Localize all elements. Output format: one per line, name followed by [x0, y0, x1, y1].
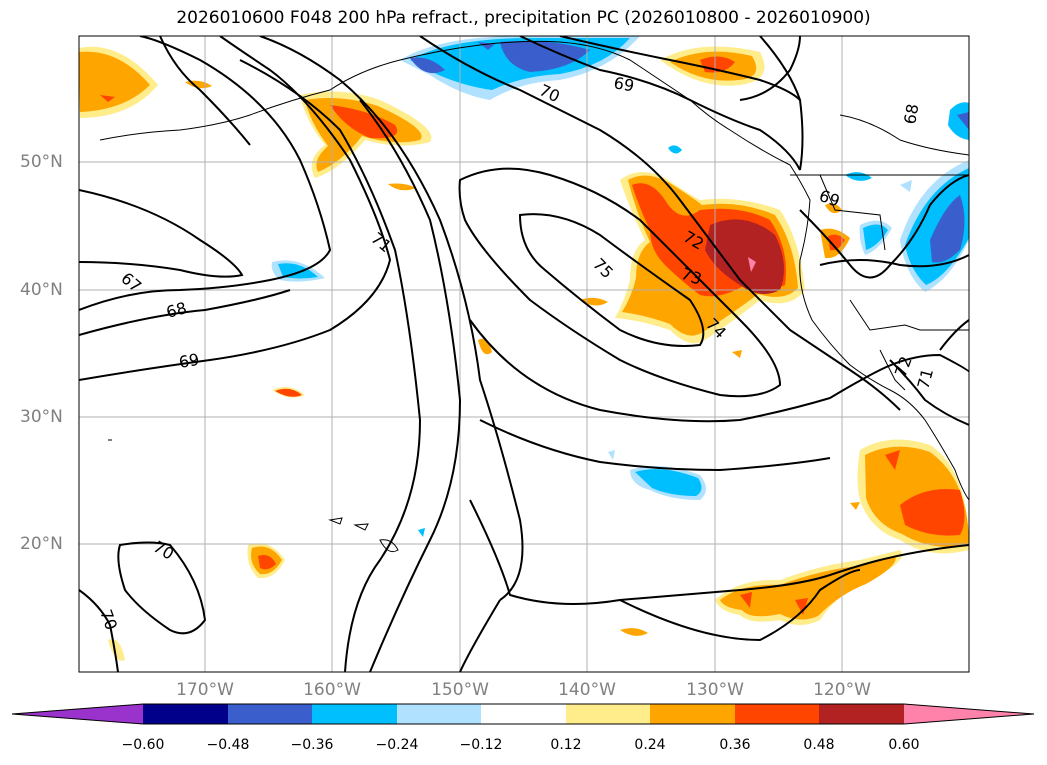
contour-label: 69 — [177, 350, 200, 372]
colorbar-tick-label: 0.36 — [719, 737, 751, 753]
colorbar-tick-label: −0.24 — [375, 737, 419, 753]
graticule — [79, 36, 969, 672]
colorbar-tick-label: −0.60 — [121, 737, 165, 753]
lon-tick-label: 170°W — [176, 680, 234, 700]
colorbar-tick-label: −0.36 — [290, 737, 334, 753]
map-frame — [78, 35, 970, 673]
contour-label: 71 — [914, 366, 938, 391]
map-title: 2026010600 F048 200 hPa refract., precip… — [176, 8, 871, 28]
lon-tick-label: 120°W — [813, 680, 871, 700]
colorbar-tick-label: 0.60 — [888, 737, 920, 753]
colorbar-tick-label: −0.12 — [459, 737, 503, 753]
contour-label: 69 — [612, 73, 635, 95]
lat-tick-label: 20°N — [20, 534, 63, 554]
lon-tick-label: 130°W — [686, 680, 744, 700]
colorbar-extend-min — [12, 704, 143, 724]
coastlines — [99, 40, 969, 553]
contour-label: 68 — [900, 102, 922, 125]
contour-label: 68 — [164, 298, 189, 322]
colorbar-tick-label: 0.12 — [550, 737, 582, 753]
colorbar-tick-label: 0.48 — [803, 737, 835, 753]
colorbar-tick-label: 0.24 — [634, 737, 666, 753]
lat-tick-label: 30°N — [20, 407, 63, 427]
colorbar-extend-max — [904, 704, 1034, 724]
lon-tick-label: 150°W — [431, 680, 489, 700]
colorbar-tick-label: −0.48 — [206, 737, 250, 753]
colorbar — [11, 703, 1035, 725]
refractivity-contours — [79, 36, 969, 672]
lon-tick-label: 140°W — [558, 680, 616, 700]
lat-tick-label: 50°N — [20, 152, 63, 172]
lat-tick-label: 40°N — [20, 280, 63, 300]
lon-tick-label: 160°W — [303, 680, 361, 700]
